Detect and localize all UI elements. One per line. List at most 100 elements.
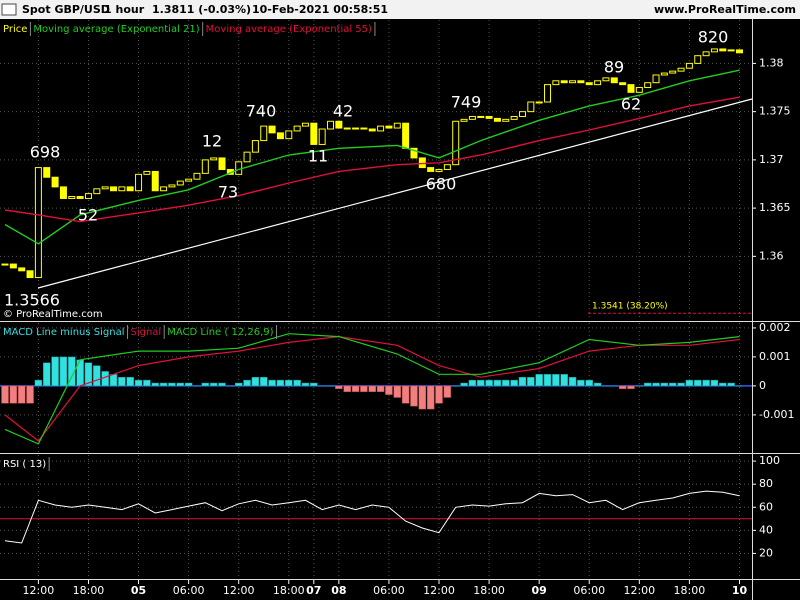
fib-label: 1.3541 (38.20%) bbox=[592, 302, 668, 312]
histogram-bar bbox=[568, 376, 577, 387]
histogram-bar bbox=[543, 374, 552, 387]
histogram-bar bbox=[360, 385, 368, 392]
histogram-bar bbox=[435, 385, 443, 404]
histogram-bar bbox=[201, 382, 210, 387]
candle bbox=[660, 72, 668, 76]
histogram-bar bbox=[493, 379, 502, 387]
histogram-bar bbox=[635, 385, 644, 387]
last-price: 1.3811 (-0.03%) bbox=[152, 3, 251, 16]
histogram-bar bbox=[84, 362, 93, 387]
histogram-bar bbox=[26, 385, 34, 404]
legend-entry: Signal bbox=[130, 327, 161, 338]
histogram-bar bbox=[351, 385, 360, 392]
candle bbox=[26, 270, 34, 279]
histogram-bar bbox=[510, 379, 518, 387]
annotation: 12 bbox=[202, 132, 222, 151]
candle bbox=[210, 157, 218, 161]
histogram-bar bbox=[677, 382, 685, 387]
candle bbox=[460, 118, 468, 122]
histogram-bar bbox=[159, 382, 168, 387]
candle bbox=[594, 80, 602, 86]
legend-entry: RSI ( 13) bbox=[3, 459, 46, 470]
y-tick-label: 1.38 bbox=[759, 56, 784, 69]
histogram-bar bbox=[285, 379, 293, 387]
x-tick-label: 08 bbox=[331, 584, 346, 597]
annotation: 820 bbox=[698, 28, 729, 47]
histogram-bar bbox=[9, 385, 18, 404]
candle bbox=[151, 170, 159, 192]
histogram-bar bbox=[410, 385, 418, 407]
histogram-bar bbox=[368, 385, 376, 392]
histogram-bar bbox=[42, 362, 51, 387]
candle bbox=[168, 184, 176, 188]
histogram-bar bbox=[276, 379, 285, 387]
histogram-bar bbox=[710, 379, 719, 387]
histogram-bar bbox=[518, 376, 527, 387]
histogram-bar bbox=[318, 385, 326, 387]
histogram-bar bbox=[243, 379, 251, 387]
histogram-bar bbox=[393, 385, 402, 398]
legend-entry: Moving average (Exponential 21) bbox=[33, 24, 199, 35]
histogram-bar bbox=[143, 379, 151, 387]
histogram-bar bbox=[660, 382, 669, 387]
candle bbox=[452, 120, 460, 166]
candle bbox=[410, 147, 418, 159]
candle bbox=[293, 125, 301, 132]
candle bbox=[193, 172, 201, 180]
annotation: 73 bbox=[218, 183, 238, 202]
candle bbox=[719, 48, 727, 52]
candle bbox=[118, 186, 126, 192]
histogram-bar bbox=[593, 382, 602, 387]
histogram-bar bbox=[443, 385, 452, 398]
timestamp: 10-Feb-2021 00:58:51 bbox=[252, 3, 388, 16]
annotation: 740 bbox=[246, 102, 277, 121]
candle bbox=[685, 62, 693, 69]
candle bbox=[544, 84, 552, 103]
y-tick-label: 40 bbox=[759, 523, 773, 536]
moving-average-line bbox=[4, 69, 740, 245]
histogram-bar bbox=[134, 379, 143, 387]
candle bbox=[560, 80, 568, 84]
watermark: © ProRealTime.com bbox=[3, 309, 103, 320]
candle bbox=[143, 170, 151, 175]
histogram-bar bbox=[702, 379, 710, 387]
candle bbox=[318, 128, 326, 145]
candle bbox=[569, 80, 577, 84]
candle bbox=[126, 186, 134, 192]
histogram-bar bbox=[401, 385, 410, 404]
histogram-bar bbox=[226, 385, 235, 387]
histogram-bar bbox=[735, 385, 744, 387]
histogram-bar bbox=[126, 376, 134, 387]
instrument: Spot GBP/USD bbox=[22, 3, 110, 16]
candle bbox=[301, 122, 309, 127]
histogram-bar bbox=[310, 382, 318, 387]
candle bbox=[710, 48, 718, 53]
header-bar bbox=[0, 0, 800, 19]
candle bbox=[59, 186, 67, 199]
histogram-bar bbox=[451, 385, 460, 387]
histogram-bar bbox=[577, 379, 585, 387]
candle bbox=[76, 196, 84, 199]
candle bbox=[101, 186, 109, 190]
histogram-bar bbox=[168, 382, 176, 387]
histogram-bar bbox=[193, 385, 201, 387]
candle bbox=[68, 196, 76, 199]
annotation: 42 bbox=[333, 102, 353, 121]
candle bbox=[527, 101, 535, 113]
histogram-bar bbox=[385, 385, 393, 395]
candle bbox=[610, 77, 618, 84]
candle bbox=[18, 267, 26, 272]
histogram-bar bbox=[685, 379, 694, 387]
histogram-bar bbox=[301, 382, 310, 387]
candle bbox=[218, 157, 226, 171]
histogram-bar bbox=[343, 385, 351, 392]
histogram-bar bbox=[602, 385, 610, 387]
annotation: 1.3566 bbox=[4, 291, 60, 310]
histogram-bar bbox=[184, 382, 193, 387]
candle bbox=[427, 167, 435, 172]
annotation: 698 bbox=[30, 143, 61, 162]
histogram-bar bbox=[618, 385, 627, 390]
x-tick-label: 18:00 bbox=[473, 584, 505, 597]
